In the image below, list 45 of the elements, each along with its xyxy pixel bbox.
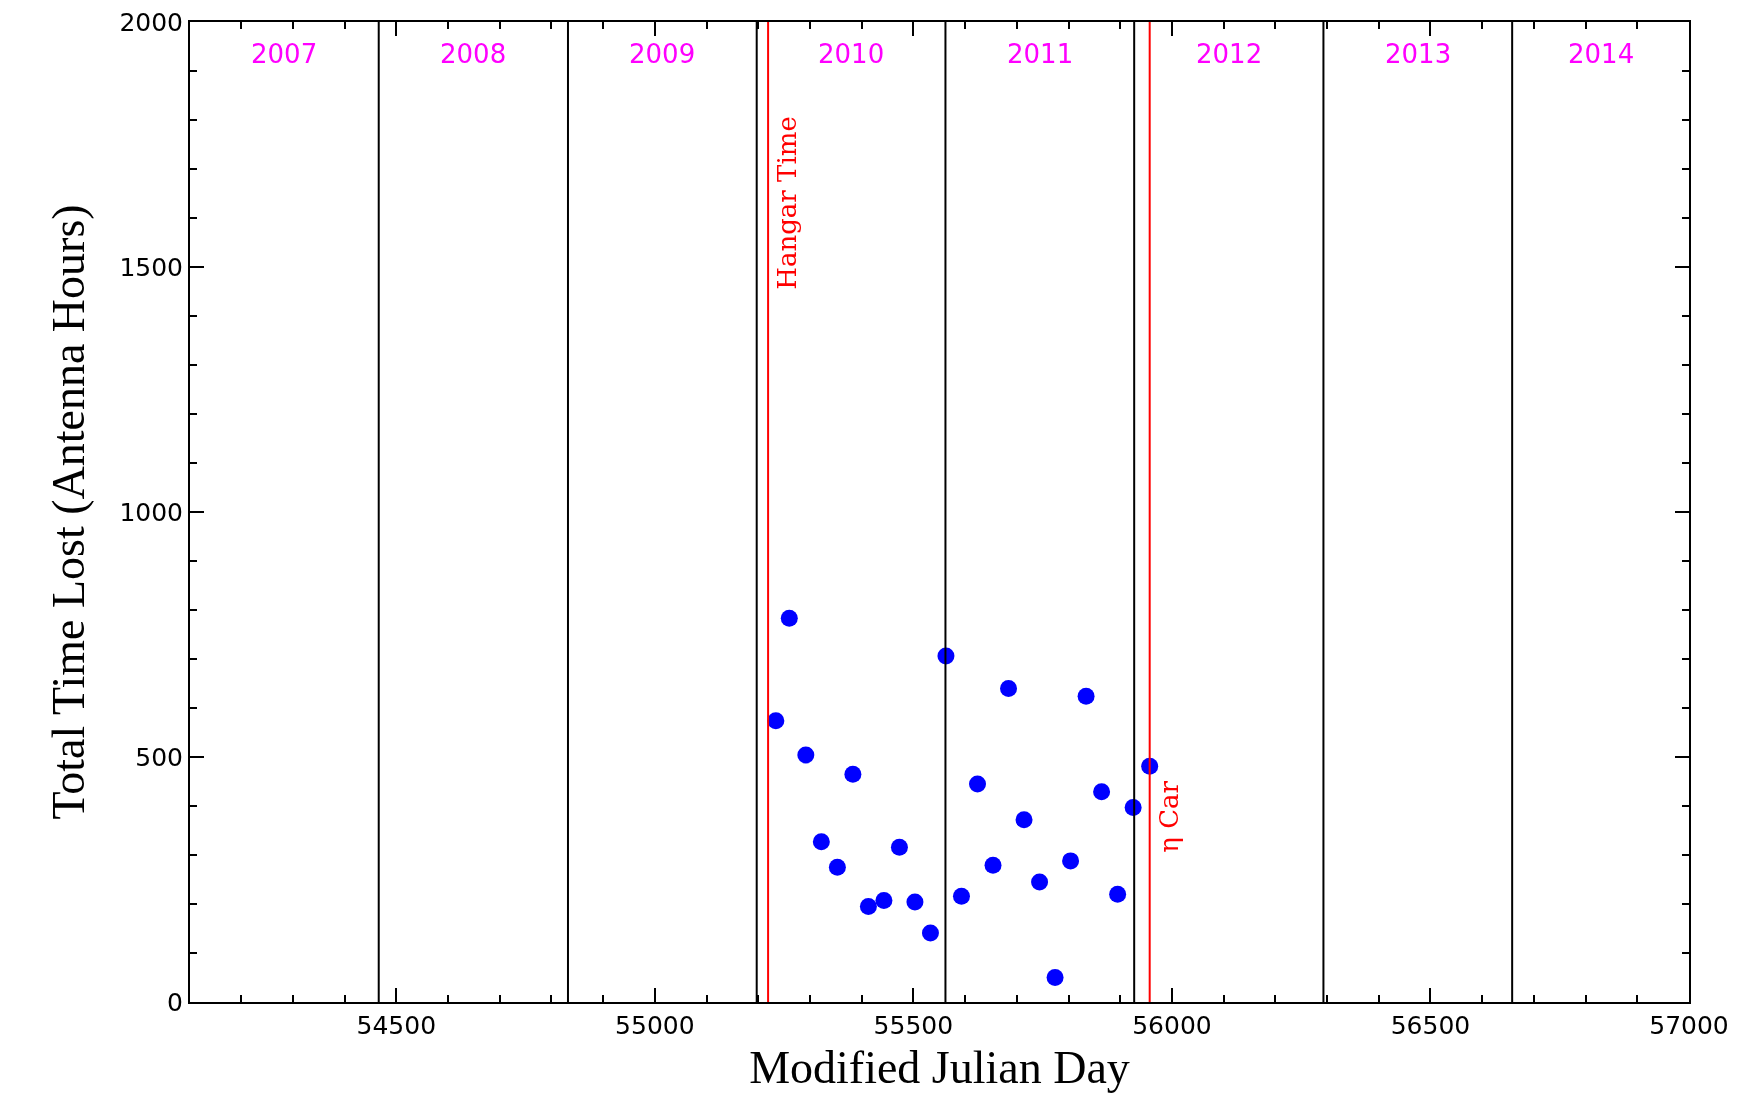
y-tick-label: 1000: [119, 497, 183, 527]
y-tick-label: 2000: [119, 7, 183, 37]
annotation: 2008: [440, 39, 507, 69]
x-axis-title: Modified Julian Day: [749, 1042, 1130, 1094]
annotation: 2010: [818, 39, 885, 69]
point: [906, 893, 924, 911]
point: [767, 712, 785, 730]
point: [828, 858, 846, 876]
point: [780, 609, 798, 627]
point: [984, 856, 1002, 874]
x-tick-label: 55500: [873, 1011, 954, 1040]
x-tick-label: 56000: [1132, 1011, 1212, 1040]
x-tick-label: 57000: [1649, 1011, 1729, 1040]
point: [812, 833, 830, 851]
y-tick-label: 500: [135, 742, 183, 772]
y-axis-title: Total Time Lost (Antenna Hours): [43, 204, 95, 820]
y-tick-label: 0: [167, 987, 183, 1017]
point: [797, 746, 815, 764]
point: [1000, 679, 1018, 697]
annotation: 2011: [1007, 39, 1074, 69]
point: [875, 892, 893, 910]
point: [921, 924, 939, 942]
annotation: 2014: [1568, 39, 1635, 69]
point: [844, 765, 862, 783]
annotation: 2012: [1196, 39, 1263, 69]
point: [1015, 811, 1033, 829]
y-tick-label: 1500: [119, 252, 183, 282]
x-tick-label: 55000: [615, 1011, 695, 1040]
x-tick-label: 56500: [1390, 1011, 1471, 1040]
ref-line-label: Hangar Time: [772, 116, 803, 290]
annotation: 2009: [629, 39, 696, 69]
point: [890, 838, 908, 856]
annotation: 2007: [251, 39, 318, 69]
point: [1046, 969, 1064, 986]
point: [1109, 885, 1127, 903]
point: [1077, 687, 1095, 705]
point: [859, 897, 877, 915]
point: [1062, 852, 1080, 870]
ref-line-label: η Car: [1153, 780, 1184, 853]
point: [1031, 873, 1049, 891]
point: [952, 887, 970, 905]
annotation: 2013: [1385, 39, 1452, 69]
point: [969, 775, 987, 793]
x-tick-label: 54500: [356, 1011, 437, 1040]
point: [1093, 783, 1111, 801]
